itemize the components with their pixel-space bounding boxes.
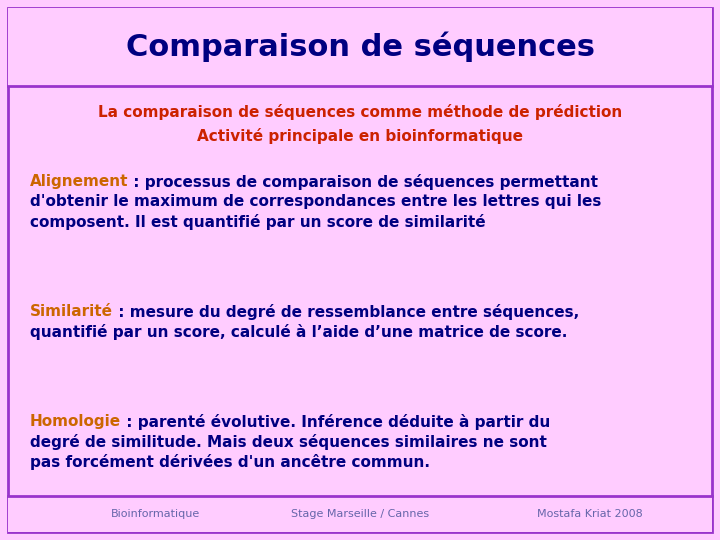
Text: quantifié par un score, calculé à l’aide d’une matrice de score.: quantifié par un score, calculé à l’aide… bbox=[30, 324, 567, 340]
Text: Homologie: Homologie bbox=[30, 414, 121, 429]
Text: La comparaison de séquences comme méthode de prédiction
Activité principale en b: La comparaison de séquences comme méthod… bbox=[98, 104, 622, 144]
Text: : mesure du degré de ressemblance entre séquences,: : mesure du degré de ressemblance entre … bbox=[113, 304, 580, 320]
Text: degré de similitude. Mais deux séquences similaires ne sont: degré de similitude. Mais deux séquences… bbox=[30, 434, 547, 450]
Text: d'obtenir le maximum de correspondances entre les lettres qui les: d'obtenir le maximum de correspondances … bbox=[30, 194, 601, 209]
Text: Alignement: Alignement bbox=[30, 174, 128, 189]
Text: Stage Marseille / Cannes: Stage Marseille / Cannes bbox=[291, 509, 429, 519]
Text: Similarité: Similarité bbox=[30, 304, 113, 319]
Text: pas forcément dérivées d'un ancêtre commun.: pas forcément dérivées d'un ancêtre comm… bbox=[30, 455, 430, 470]
Bar bbox=[8, 496, 712, 532]
Text: Bioinformatique: Bioinformatique bbox=[110, 509, 199, 519]
Text: : processus de comparaison de séquences permettant: : processus de comparaison de séquences … bbox=[128, 174, 598, 190]
Bar bbox=[8, 8, 712, 86]
Text: : parenté évolutive. Inférence déduite à partir du: : parenté évolutive. Inférence déduite à… bbox=[121, 414, 550, 430]
Text: Mostafa Kriat 2008: Mostafa Kriat 2008 bbox=[537, 509, 643, 519]
Text: composent. Il est quantifié par un score de similarité: composent. Il est quantifié par un score… bbox=[30, 214, 485, 231]
Text: Comparaison de séquences: Comparaison de séquences bbox=[125, 32, 595, 62]
